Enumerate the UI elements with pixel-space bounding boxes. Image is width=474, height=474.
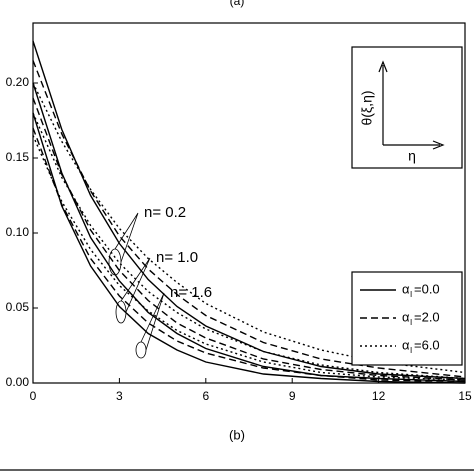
line-series [32, 127, 466, 383]
annotation-ellipse [108, 248, 122, 276]
line-series [32, 112, 466, 384]
inset-axes [378, 60, 445, 150]
annotation-leader [114, 212, 139, 263]
line-series [32, 60, 466, 378]
inset-y-label: θ(ξ,η) [359, 90, 375, 125]
top-caption: (a) [230, 0, 245, 8]
x-tick-label: 3 [116, 389, 123, 403]
line-series [32, 112, 466, 380]
legend-label: =6.0 [414, 337, 440, 352]
annotation-leader [140, 292, 165, 351]
x-tick-label: 15 [458, 389, 472, 403]
y-tick-label: 0.20 [6, 75, 30, 89]
legend-label: =2.0 [414, 309, 440, 324]
legend-symbol: α [402, 309, 410, 324]
legend-symbol: α [402, 337, 410, 352]
inset-box [351, 46, 463, 169]
y-tick-label: 0.05 [6, 300, 30, 314]
annotation: n= 0.2 [144, 204, 186, 221]
legend-subscript: I [410, 346, 412, 355]
line-series [32, 97, 466, 381]
y-tick-label: 0.00 [6, 375, 30, 389]
x-tick-label: 0 [30, 389, 37, 403]
x-tick-label: 9 [289, 389, 296, 403]
legend-symbol: α [402, 281, 410, 296]
legend-box [351, 271, 463, 366]
y-tick-label: 0.10 [6, 225, 30, 239]
inset-x-label: η [408, 148, 416, 164]
plot-frame [32, 22, 466, 384]
caption: (b) [229, 427, 245, 442]
x-tick-label: 12 [372, 389, 386, 403]
annotation: n= 1.0 [156, 249, 198, 266]
legend-subscript: I [410, 290, 412, 299]
annotation: n= 1.6 [170, 284, 212, 301]
y-tick-label: 0.15 [6, 150, 30, 164]
legend-label: =0.0 [414, 281, 440, 296]
annotation-ellipse [135, 341, 147, 359]
x-tick-label: 6 [202, 389, 209, 403]
legend-subscript: I [410, 318, 412, 327]
annotation-leader [120, 257, 151, 313]
